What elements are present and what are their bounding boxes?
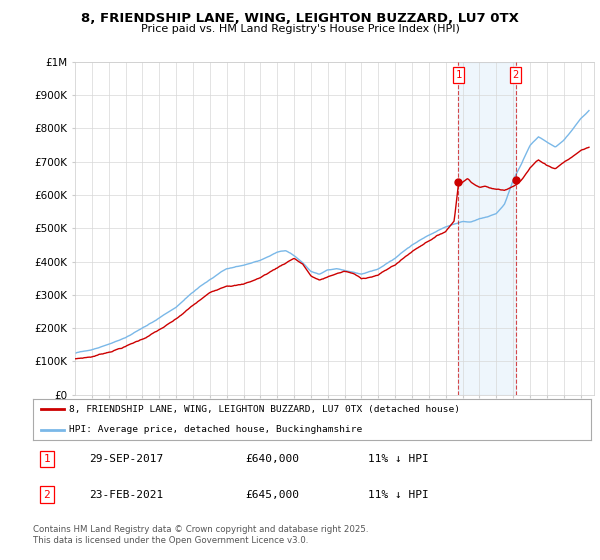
Text: 2: 2 [44, 489, 50, 500]
Text: HPI: Average price, detached house, Buckinghamshire: HPI: Average price, detached house, Buck… [69, 425, 362, 434]
Text: 29-SEP-2017: 29-SEP-2017 [89, 454, 163, 464]
Bar [458, 62, 515, 395]
Text: 23-FEB-2021: 23-FEB-2021 [89, 489, 163, 500]
Text: 11% ↓ HPI: 11% ↓ HPI [368, 454, 428, 464]
Text: 8, FRIENDSHIP LANE, WING, LEIGHTON BUZZARD, LU7 0TX: 8, FRIENDSHIP LANE, WING, LEIGHTON BUZZA… [81, 12, 519, 25]
Text: £645,000: £645,000 [245, 489, 299, 500]
Text: 1: 1 [455, 70, 461, 80]
Text: 1: 1 [44, 454, 50, 464]
Text: 8, FRIENDSHIP LANE, WING, LEIGHTON BUZZARD, LU7 0TX (detached house): 8, FRIENDSHIP LANE, WING, LEIGHTON BUZZA… [69, 405, 460, 414]
Text: 2: 2 [512, 70, 519, 80]
Text: £640,000: £640,000 [245, 454, 299, 464]
Text: 11% ↓ HPI: 11% ↓ HPI [368, 489, 428, 500]
Text: Contains HM Land Registry data © Crown copyright and database right 2025.
This d: Contains HM Land Registry data © Crown c… [33, 525, 368, 545]
Text: Price paid vs. HM Land Registry's House Price Index (HPI): Price paid vs. HM Land Registry's House … [140, 24, 460, 34]
